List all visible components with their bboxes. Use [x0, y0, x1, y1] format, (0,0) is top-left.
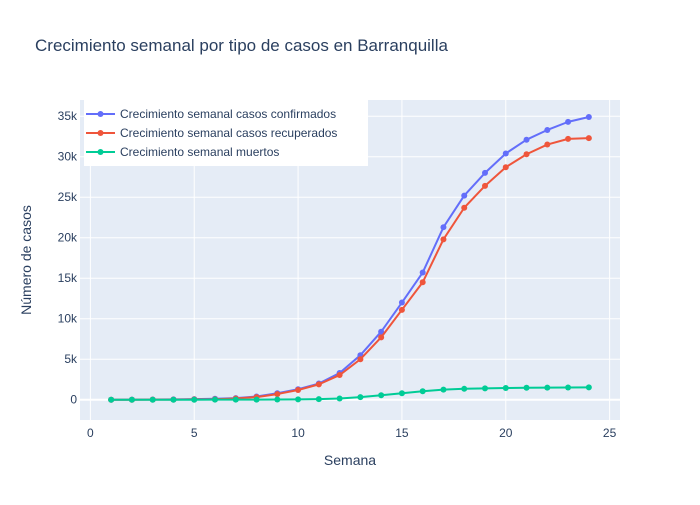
- data-point[interactable]: [315, 396, 322, 403]
- data-point[interactable]: [274, 391, 281, 398]
- data-point[interactable]: [357, 356, 364, 363]
- legend[interactable]: Crecimiento semanal casos confirmados Cre…: [84, 100, 368, 166]
- legend-item[interactable]: Crecimiento semanal casos recuperados: [86, 126, 337, 140]
- data-point[interactable]: [585, 384, 592, 391]
- data-point[interactable]: [544, 141, 551, 148]
- data-point[interactable]: [440, 386, 447, 393]
- y-tick-label: 0: [70, 393, 77, 407]
- y-tick-labels: 0 5k 10k 15k 20k 25k 30k 35k: [58, 109, 78, 407]
- data-point[interactable]: [191, 396, 198, 403]
- legend-item[interactable]: Crecimiento semanal casos confirmados: [86, 107, 336, 121]
- data-point[interactable]: [585, 135, 592, 142]
- data-point[interactable]: [523, 136, 530, 143]
- x-tick-label: 20: [499, 426, 513, 440]
- x-tick-label: 10: [291, 426, 305, 440]
- data-point[interactable]: [440, 224, 447, 231]
- data-point[interactable]: [440, 236, 447, 243]
- y-tick-label: 25k: [58, 190, 78, 204]
- chart-title: Crecimiento semanal por tipo de casos en…: [35, 36, 448, 55]
- x-axis-label: Semana: [324, 452, 376, 468]
- data-point[interactable]: [482, 182, 488, 189]
- data-point[interactable]: [336, 372, 343, 379]
- data-point[interactable]: [149, 396, 156, 403]
- data-point[interactable]: [523, 384, 530, 391]
- data-point[interactable]: [108, 396, 115, 403]
- legend-label: Crecimiento semanal casos confirmados: [120, 107, 336, 121]
- series-line: [111, 386, 589, 401]
- data-point[interactable]: [523, 151, 530, 158]
- y-tick-label: 10k: [58, 312, 78, 326]
- data-point[interactable]: [502, 385, 509, 391]
- data-point[interactable]: [398, 299, 405, 306]
- legend-marker: [97, 149, 104, 155]
- data-point[interactable]: [565, 118, 572, 125]
- data-point[interactable]: [170, 396, 177, 403]
- y-tick-label: 30k: [58, 150, 78, 164]
- data-point[interactable]: [461, 192, 468, 199]
- data-point[interactable]: [398, 390, 405, 397]
- y-axis-label: Número de casos: [18, 205, 34, 315]
- x-tick-label: 25: [603, 426, 617, 440]
- legend-box: [84, 100, 368, 166]
- data-point[interactable]: [419, 279, 426, 286]
- x-tick-labels: 0 5 10 15 20 25: [87, 426, 617, 440]
- data-point[interactable]: [232, 396, 239, 403]
- data-point[interactable]: [378, 328, 385, 335]
- data-point[interactable]: [419, 269, 426, 276]
- data-point[interactable]: [128, 396, 135, 403]
- series-3: [108, 384, 592, 403]
- data-point[interactable]: [502, 164, 509, 171]
- legend-label: Crecimiento semanal muertos: [120, 145, 279, 159]
- data-point[interactable]: [585, 114, 592, 121]
- data-point[interactable]: [378, 392, 385, 399]
- series-layer: [108, 114, 592, 403]
- data-point[interactable]: [212, 396, 218, 403]
- y-tick-label: 15k: [58, 271, 78, 285]
- data-point[interactable]: [274, 396, 281, 403]
- data-point[interactable]: [482, 385, 488, 392]
- data-point[interactable]: [398, 306, 405, 313]
- y-tick-label: 35k: [58, 109, 78, 123]
- data-point[interactable]: [295, 387, 302, 394]
- data-point[interactable]: [544, 384, 551, 391]
- legend-marker: [97, 111, 104, 117]
- y-tick-label: 20k: [58, 231, 78, 245]
- data-point[interactable]: [482, 169, 488, 176]
- data-point[interactable]: [565, 384, 572, 391]
- data-point[interactable]: [253, 396, 260, 403]
- legend-item[interactable]: Crecimiento semanal muertos: [86, 145, 279, 159]
- legend-marker: [97, 130, 104, 136]
- data-point[interactable]: [315, 381, 322, 388]
- data-point[interactable]: [295, 396, 302, 403]
- legend-label: Crecimiento semanal casos recuperados: [120, 126, 337, 140]
- x-tick-label: 0: [87, 426, 94, 440]
- data-point[interactable]: [378, 334, 385, 341]
- data-point[interactable]: [461, 204, 468, 211]
- x-tick-label: 15: [395, 426, 409, 440]
- data-point[interactable]: [419, 388, 426, 395]
- data-point[interactable]: [461, 385, 468, 392]
- data-point[interactable]: [357, 394, 364, 401]
- y-tick-label: 5k: [64, 352, 78, 366]
- x-tick-label: 5: [191, 426, 198, 440]
- data-point[interactable]: [336, 395, 343, 402]
- data-point[interactable]: [502, 150, 509, 157]
- data-point[interactable]: [565, 135, 572, 142]
- data-point[interactable]: [544, 126, 551, 133]
